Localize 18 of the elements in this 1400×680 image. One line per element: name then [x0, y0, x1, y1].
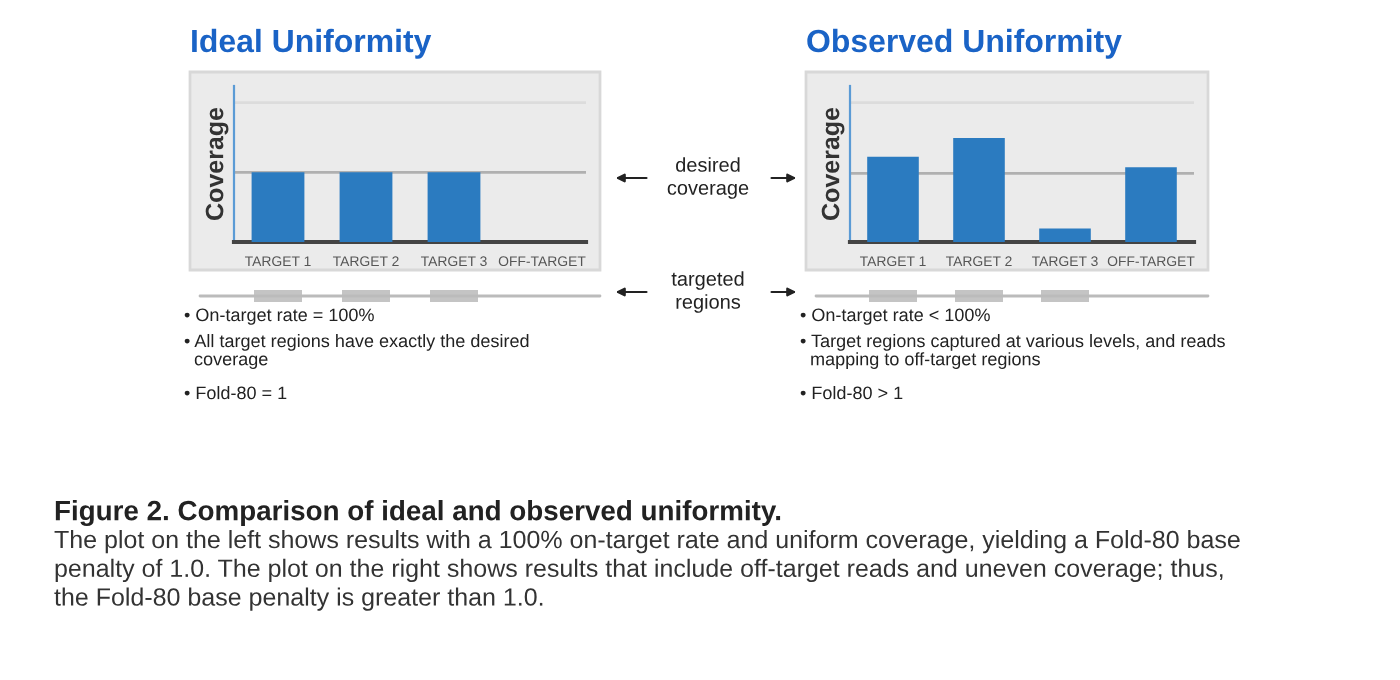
text: desired coverage [667, 157, 749, 199]
text: • On-target rate = 100% [184, 308, 374, 325]
text: • Fold-80 > 1 [800, 386, 903, 400]
chart-title: Ideal Uniformity [192, 28, 432, 59]
y-axis-title: Coverage [821, 107, 845, 220]
text: • On-target rate < 100% [800, 308, 990, 325]
bar [1039, 228, 1091, 242]
bar [867, 156, 919, 242]
text: targeted regions [671, 271, 744, 313]
y-axis-title: Coverage [205, 107, 229, 220]
caption: Figure 2. Comparison of ideal and observed uniformity. [55, 500, 781, 527]
text: • All target regions have exactly the desired coverage [184, 334, 529, 369]
bar [1125, 167, 1177, 242]
text: • Fold-80 = 1 [184, 386, 287, 400]
chart-title: Observed Uniformity [807, 28, 1122, 59]
text: • Target regions captured at various levels, and reads mapping to off-target regions [800, 334, 1225, 369]
text: The plot on the left shows results with a 100% on-target rate and uniform coverage, yielding a Fold-80 base penalty of 1.0. The plot on the right shows results that include off-target reads and uneven coverage; thus, the Fold-80 base penalty is greater than 1.0. [54, 530, 1240, 611]
bar [953, 138, 1005, 242]
